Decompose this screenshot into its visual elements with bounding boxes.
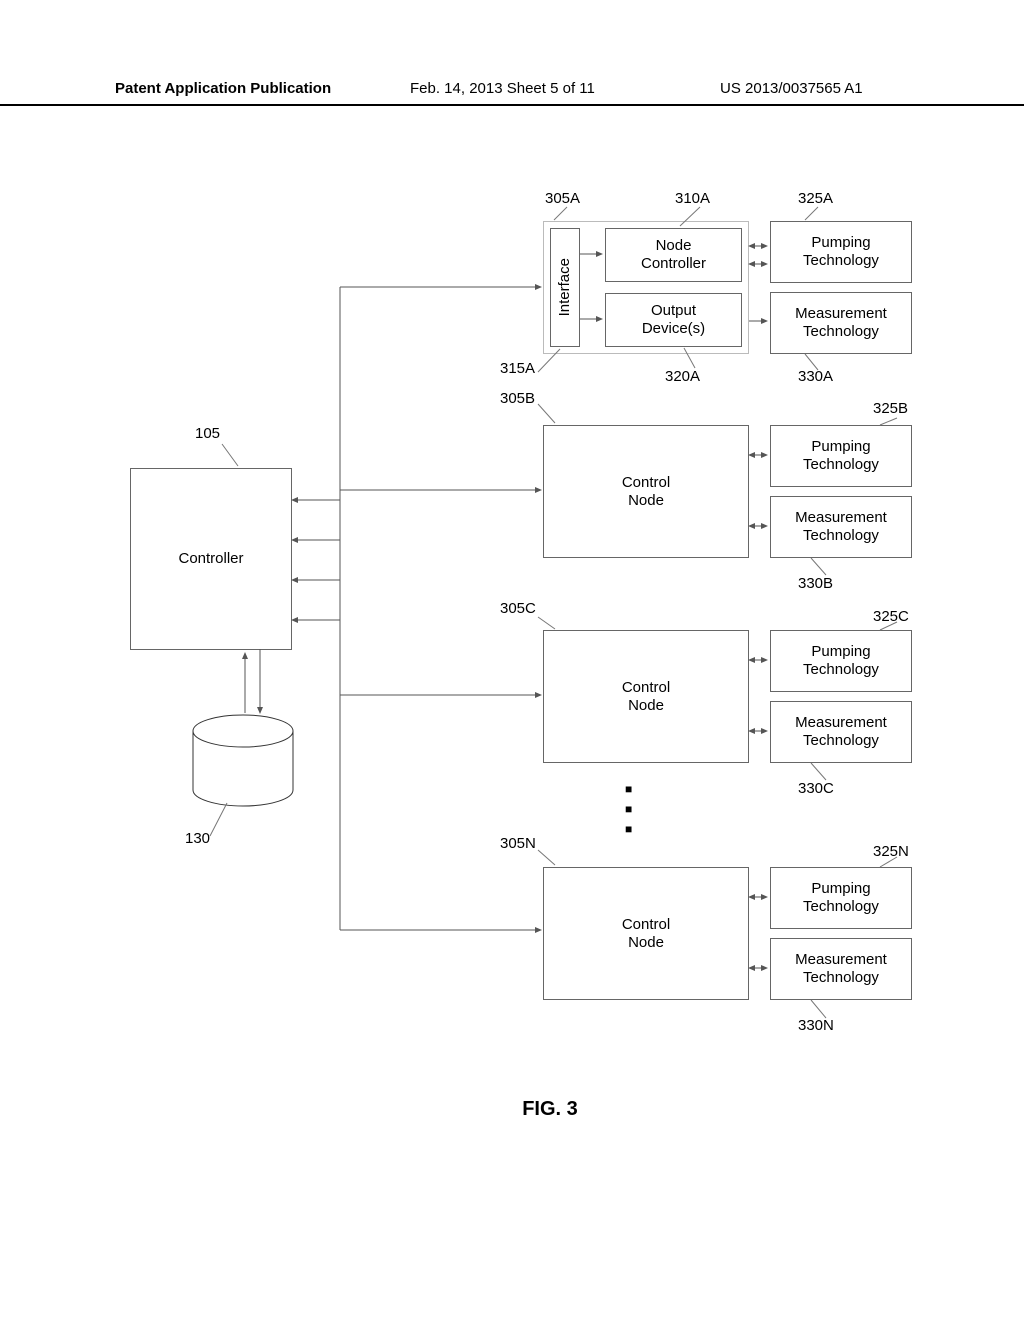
ref-130: 130 <box>185 830 210 847</box>
page: Patent Application Publication Feb. 14, … <box>0 0 1024 1320</box>
figure-label: FIG. 3 <box>450 1098 650 1121</box>
figure-diagram: 305A 310A 325A Interface Node Controller… <box>0 0 1024 1320</box>
connectors-svg <box>0 0 1024 1320</box>
